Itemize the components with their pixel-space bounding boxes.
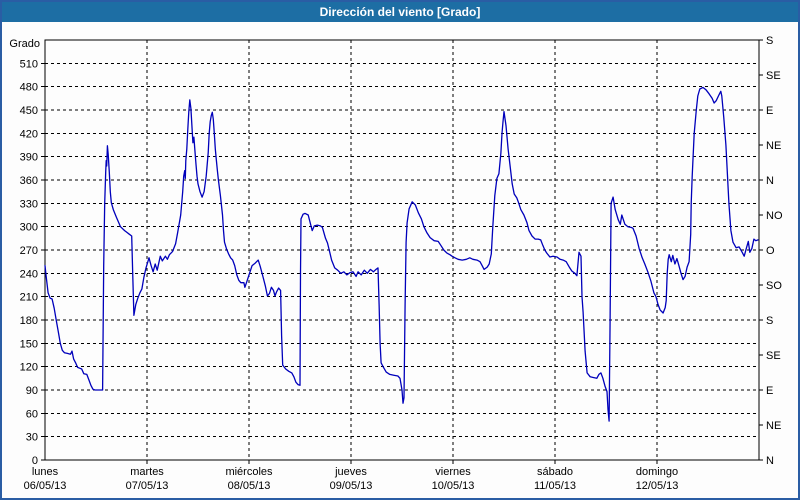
title-bar: Dirección del viento [Grado] [2, 2, 798, 22]
y-axis-tick-label: 420 [20, 128, 38, 140]
x-axis-day-label: sábado [537, 466, 573, 478]
compass-axis-label: O [766, 245, 775, 257]
chart-title: Dirección del viento [Grado] [319, 5, 481, 19]
compass-axis-label: E [766, 385, 773, 397]
compass-axis-label: S [766, 315, 773, 327]
y-axis-tick-label: 450 [20, 105, 38, 117]
y-axis-tick-label: 510 [20, 58, 38, 70]
compass-axis-label: SE [766, 70, 781, 82]
x-axis-date-label: 06/05/13 [24, 480, 67, 492]
x-axis-day-label: viernes [435, 466, 471, 478]
compass-axis-label: N [766, 175, 774, 187]
x-axis-day-label: domingo [636, 466, 678, 478]
y-axis-tick-label: 90 [26, 385, 38, 397]
wind-direction-chart: 0 30 60 90 120 150 180 210 240 270 300 330 360 390 420… [9, 35, 783, 492]
compass-axis-label: NE [766, 140, 781, 152]
x-axis-date-label: 08/05/13 [228, 480, 271, 492]
x-axis-day-label: martes [130, 466, 164, 478]
plot-frame [44, 39, 760, 461]
y-axis-tick-label: 120 [20, 362, 38, 374]
y-axis-tick-label: 360 [20, 175, 38, 187]
x-axis-date-label: 09/05/13 [330, 480, 373, 492]
y-axis-unit-label: Grado [9, 38, 40, 50]
x-axis-day-label: miércoles [225, 466, 273, 478]
y-axis-tick-label: 240 [20, 268, 38, 280]
wind-direction-series-line [44, 86, 759, 422]
compass-axis-label: SO [766, 280, 782, 292]
y-axis-tick-label: 270 [20, 245, 38, 257]
compass-axis-label: SE [766, 350, 781, 362]
y-axis-tick-label: 150 [20, 338, 38, 350]
x-axis-date-label: 07/05/13 [126, 480, 169, 492]
x-axis-date-label: 12/05/13 [636, 480, 679, 492]
y-axis-tick-label: 300 [20, 222, 38, 234]
y-axis-tick-label: 390 [20, 152, 38, 164]
compass-axis-label: NO [766, 210, 783, 222]
x-axis-date-label: 10/05/13 [432, 480, 475, 492]
y-axis-tick-label: 330 [20, 198, 38, 210]
compass-axis-label: NE [766, 420, 781, 432]
y-axis-tick-label: 60 [26, 408, 38, 420]
x-axis-date-label: 11/05/13 [534, 480, 576, 492]
compass-axis-label: N [766, 455, 774, 467]
y-axis-tick-label: 480 [20, 82, 38, 94]
compass-axis-label: S [766, 35, 773, 47]
y-axis-tick-label: 210 [20, 292, 38, 304]
y-axis-tick-label: 30 [26, 432, 38, 444]
compass-axis-label: E [766, 105, 773, 117]
x-axis-day-label: jueves [334, 466, 367, 478]
x-axis-day-label: lunes [32, 466, 59, 478]
chart-area: 0 30 60 90 120 150 180 210 240 270 300 330 360 390 420… [2, 22, 798, 498]
y-axis-tick-label: 180 [20, 315, 38, 327]
y-axis-tick-label: 0 [32, 455, 38, 467]
